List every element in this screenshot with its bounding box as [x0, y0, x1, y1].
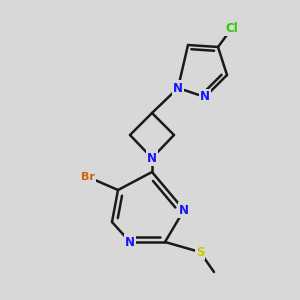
Text: N: N — [179, 203, 189, 217]
Text: N: N — [147, 152, 157, 164]
Text: Br: Br — [81, 172, 95, 182]
Text: N: N — [173, 82, 183, 94]
Text: N: N — [200, 91, 210, 103]
Text: N: N — [125, 236, 135, 248]
Text: S: S — [196, 245, 204, 259]
Text: Cl: Cl — [226, 22, 238, 34]
